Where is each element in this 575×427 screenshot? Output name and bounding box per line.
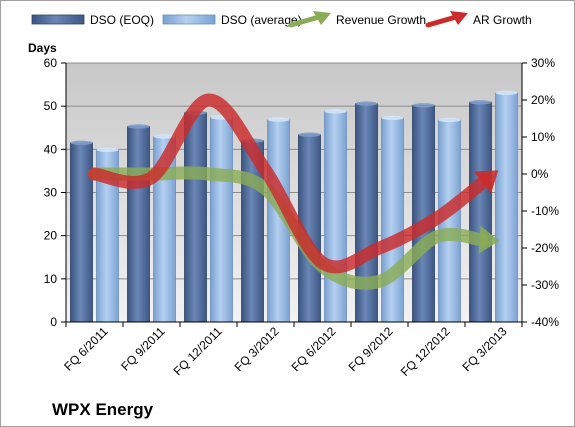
y-right-tick-label: -20%	[531, 241, 559, 255]
y-axis-title: Days	[28, 41, 57, 55]
legend-swatch	[31, 14, 85, 25]
bar-top	[324, 109, 347, 114]
company-name: WPX Energy	[52, 400, 154, 419]
legend-label: DSO (average)	[221, 13, 302, 27]
bar	[184, 112, 207, 323]
y-left-tick-label: 50	[44, 99, 58, 113]
y-right-tick-label: 30%	[531, 56, 555, 70]
legend-label: Revenue Growth	[336, 13, 426, 27]
bar	[70, 142, 93, 323]
y-right-tick-label: -40%	[531, 315, 559, 329]
legend: DSO (EOQ) DSO (average) Revenue Growth AR G…	[31, 11, 532, 28]
bar-top	[127, 124, 150, 129]
growth-line	[88, 93, 491, 274]
bar-top	[153, 134, 176, 139]
arrowhead	[478, 225, 500, 254]
bar	[495, 92, 518, 323]
y-right-tick-label: -30%	[531, 278, 559, 292]
arrowhead	[473, 170, 499, 194]
legend-arrow-shaft	[425, 14, 459, 28]
bar	[324, 110, 347, 323]
bar-top	[70, 140, 93, 146]
bar-top	[267, 117, 290, 122]
y-right-tick-label: -10%	[531, 204, 559, 218]
legend-arrow-head	[313, 11, 331, 25]
legend-swatch	[162, 14, 216, 25]
bar-top	[469, 100, 492, 105]
legend-arrow-shaft	[288, 14, 322, 28]
y-right-tick-label: 0%	[531, 167, 549, 181]
legend-label: AR Growth	[473, 13, 532, 27]
y-left-tick-label: 60	[44, 56, 58, 70]
bar-top	[298, 132, 321, 137]
bar-top	[438, 117, 461, 123]
bar	[469, 101, 492, 323]
y-axis-right-ticks: -40% -30% -20% -10% 0% 10% 20% 30%	[522, 56, 559, 329]
y-right-tick-label: 20%	[531, 93, 555, 107]
bar-top	[495, 90, 518, 95]
bar	[412, 104, 435, 323]
bar-top	[412, 103, 435, 108]
bar-top	[96, 147, 119, 152]
legend-label: DSO (EOQ)	[90, 13, 154, 27]
y-left-tick-label: 10	[44, 272, 58, 286]
growth-arrows	[88, 93, 500, 290]
y-left-tick-label: 0	[50, 315, 57, 329]
bar	[381, 117, 404, 323]
y-left-tick-label: 40	[44, 142, 58, 156]
bar	[127, 126, 150, 323]
bar	[210, 116, 233, 323]
y-left-tick-label: 30	[44, 186, 58, 200]
legend-arrow-head	[450, 11, 468, 25]
bar-top	[381, 115, 404, 121]
y-axis-left-ticks: 0 10 20 30 40 50 60	[44, 56, 66, 329]
bar-top	[355, 101, 378, 106]
y-right-tick-label: 10%	[531, 130, 555, 144]
y-left-tick-label: 20	[44, 229, 58, 243]
